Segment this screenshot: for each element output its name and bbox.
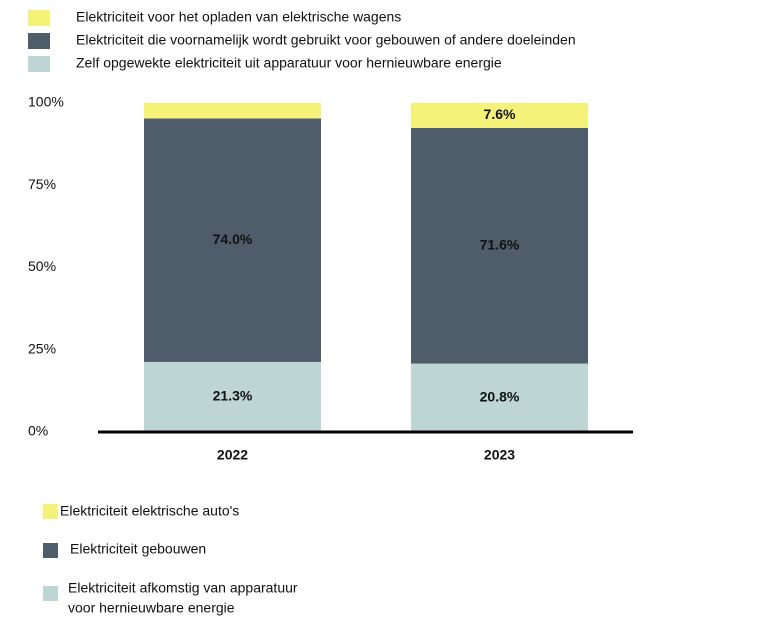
bar-segment	[144, 118, 321, 362]
y-tick-label: 0%	[28, 423, 48, 439]
legend-label: Elektriciteit gebouwen	[70, 541, 206, 557]
y-tick-label: 25%	[28, 340, 56, 356]
bar-segment	[411, 363, 588, 432]
legend-label: voor hernieuwbare energie	[68, 600, 235, 616]
legend-swatch	[43, 586, 58, 601]
data-label: 20.8%	[480, 388, 520, 404]
y-tick-label: 50%	[28, 258, 56, 274]
legend-swatch	[43, 504, 58, 519]
bar-segment	[144, 103, 321, 119]
data-label: 71.6%	[480, 236, 520, 252]
x-tick-label: 2022	[217, 447, 248, 463]
x-tick-label: 2023	[484, 447, 515, 463]
legend-label: Elektriciteit voor het opladen van elekt…	[76, 9, 401, 25]
legend-swatch	[28, 10, 50, 26]
data-label: 21.3%	[213, 388, 253, 404]
legend-swatch	[28, 33, 50, 49]
legend-label: Elektriciteit elektrische auto's	[60, 503, 239, 519]
y-tick-label: 100%	[28, 94, 64, 110]
bar-segment	[411, 128, 588, 364]
legend-swatch	[28, 56, 50, 72]
data-label: 74.0%	[213, 231, 253, 247]
legend-label: Zelf opgewekte elektriciteit uit apparat…	[76, 55, 502, 71]
legend-swatch	[43, 543, 58, 558]
legend-label: Elektriciteit die voornamelijk wordt geb…	[76, 32, 576, 48]
legend-label: Elektriciteit afkomstig van apparatuur	[68, 580, 298, 596]
y-tick-label: 75%	[28, 176, 56, 192]
bar-segment	[411, 103, 588, 129]
bar-segment	[144, 361, 321, 432]
data-label: 7.6%	[484, 106, 516, 122]
